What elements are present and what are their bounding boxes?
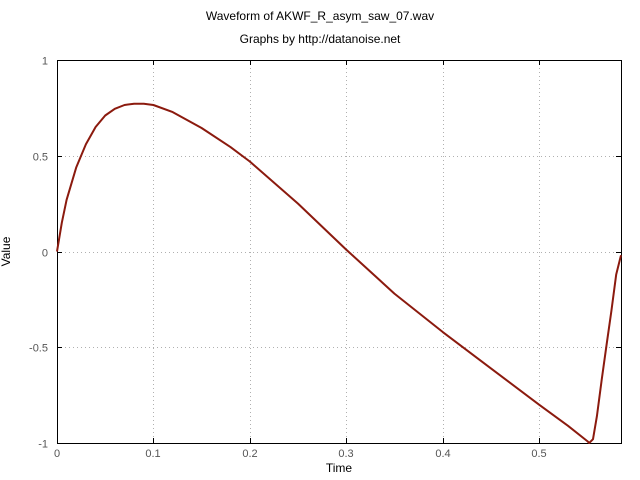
plot-frame: [57, 60, 622, 444]
x-axis-label: Time: [326, 461, 353, 475]
y-axis-label: Value: [0, 236, 13, 266]
grid: [57, 60, 621, 443]
x-tick-label: 0.2: [242, 448, 257, 460]
chart-title: Waveform of AKWF_R_asym_saw_07.wav: [205, 9, 435, 23]
x-tick-label: 0.5: [531, 448, 546, 460]
y-tick-label: 0: [42, 248, 48, 260]
y-tick-label: -0.5: [29, 343, 48, 355]
tick-marks: [57, 60, 621, 444]
y-tick-label: 1: [42, 56, 48, 68]
tick-labels: 0 0.1 0.2 0.3 0.4 0.5 1 0.5 0 -0.5 -1: [29, 56, 547, 461]
y-tick-label: 0.5: [33, 152, 48, 164]
series-layer: [56, 102, 622, 444]
y-tick-label: -1: [38, 439, 48, 451]
x-tick-label: 0.1: [145, 448, 160, 460]
x-tick-label: 0: [54, 448, 60, 460]
x-tick-label: 0.3: [338, 448, 353, 460]
chart-subtitle: Graphs by http://datanoise.net: [239, 32, 401, 46]
waveform-line: [56, 102, 622, 444]
x-tick-label: 0.4: [435, 448, 450, 460]
